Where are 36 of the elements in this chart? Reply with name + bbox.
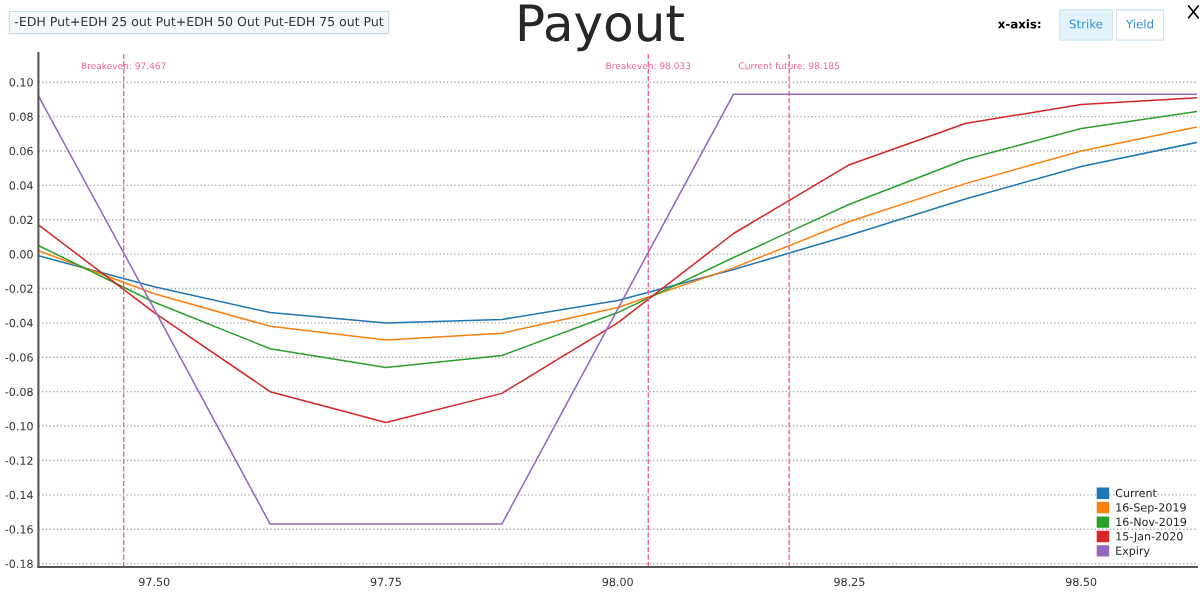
y-tick-label: 0.04 [9,181,33,190]
line-series [38,96,1197,424]
chart-subtitle: -EDH Put+EDH 25 out Put+EDH 50 Out Put-EDH 75 out Put [15,16,384,27]
ref-line-label: Breakeven: 97.467 [81,62,166,70]
y-tick-label: 0.08 [9,112,33,121]
y-tick-label: -0.06 [5,353,33,362]
y-tick-label: 0.00 [9,250,33,259]
legend-label: Expiry [1116,546,1150,558]
x-tick-label: 98.00 [602,577,633,587]
x-tick-label: 97.75 [370,577,401,587]
y-tick-label: -0.10 [5,422,33,431]
text: Strike [1069,19,1103,29]
y-tick-label: -0.16 [5,525,33,534]
y-tick-label: 0.06 [9,146,33,156]
x-tick-label: 98.25 [834,577,865,587]
legend-label: 15-Jan-2020 [1116,532,1183,543]
y-tick-label: 0.10 [9,78,33,87]
x-tick-label: 98.50 [1065,577,1097,587]
legend-label: 16-Nov-2019 [1116,517,1187,527]
y-tick-label: -0.08 [5,387,33,397]
x-tick-label: 97.50 [139,577,170,587]
ref-line-label: Breakeven: 98.033 [606,62,691,70]
y-tick-label: -0.14 [5,490,33,500]
line-series [38,93,1197,525]
legend-label: 16-Sep-2019 [1116,503,1186,514]
text: Yield [1125,19,1153,29]
legend-label: Current [1115,488,1157,498]
y-tick-label: -0.02 [5,284,33,293]
y-tick-label: -0.04 [5,318,33,328]
y-tick-label: -0.18 [5,559,33,568]
chart-title: Payout [519,4,684,52]
ref-line-label: Current future: 98.185 [738,62,840,70]
text: x-axis: [997,19,1041,29]
line-series [38,110,1197,369]
y-tick-label: 0.02 [9,215,33,225]
y-tick-label: -0.12 [5,456,33,465]
